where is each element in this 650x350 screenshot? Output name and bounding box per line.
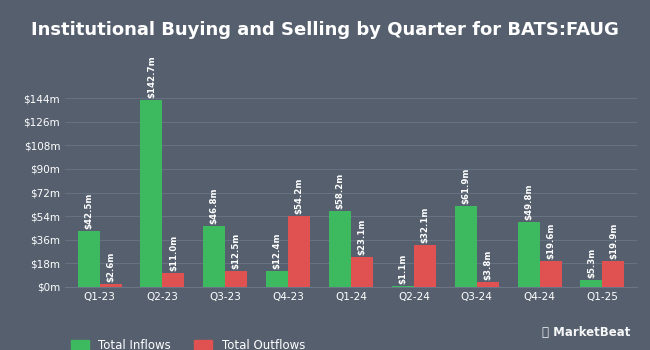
Text: $2.6m: $2.6m: [106, 251, 115, 282]
Text: ⼿ MarketBeat: ⼿ MarketBeat: [542, 327, 630, 340]
Text: $19.6m: $19.6m: [546, 223, 555, 259]
Bar: [476, 282, 499, 287]
Text: $19.9m: $19.9m: [609, 223, 618, 259]
Bar: [77, 231, 99, 287]
Bar: [603, 261, 625, 287]
Bar: [540, 261, 562, 287]
Text: $12.5m: $12.5m: [232, 232, 240, 269]
Bar: [517, 222, 539, 287]
Text: $5.3m: $5.3m: [587, 248, 596, 278]
Text: $32.1m: $32.1m: [421, 206, 430, 243]
Text: $142.7m: $142.7m: [147, 55, 156, 98]
Text: $42.5m: $42.5m: [84, 193, 93, 229]
Text: $46.8m: $46.8m: [210, 187, 219, 224]
Bar: [266, 271, 288, 287]
Bar: [203, 226, 226, 287]
Bar: [140, 100, 162, 287]
Bar: [414, 245, 436, 287]
Legend: Total Inflows, Total Outflows: Total Inflows, Total Outflows: [71, 339, 305, 350]
Bar: [288, 216, 310, 287]
Bar: [162, 273, 185, 287]
Bar: [226, 271, 247, 287]
Text: $58.2m: $58.2m: [335, 173, 345, 209]
Bar: [329, 211, 351, 287]
Text: $49.8m: $49.8m: [524, 183, 533, 220]
Bar: [99, 284, 122, 287]
Text: $3.8m: $3.8m: [483, 250, 492, 280]
Text: $12.4m: $12.4m: [272, 232, 281, 269]
Text: $54.2m: $54.2m: [294, 177, 304, 214]
Bar: [392, 286, 414, 287]
Text: $23.1m: $23.1m: [358, 218, 367, 255]
Bar: [455, 206, 476, 287]
Bar: [351, 257, 373, 287]
Text: $1.1m: $1.1m: [398, 253, 408, 284]
Bar: [580, 280, 603, 287]
Text: $61.9m: $61.9m: [462, 167, 470, 204]
Text: $11.0m: $11.0m: [169, 234, 178, 271]
Text: Institutional Buying and Selling by Quarter for BATS:FAUG: Institutional Buying and Selling by Quar…: [31, 21, 619, 39]
